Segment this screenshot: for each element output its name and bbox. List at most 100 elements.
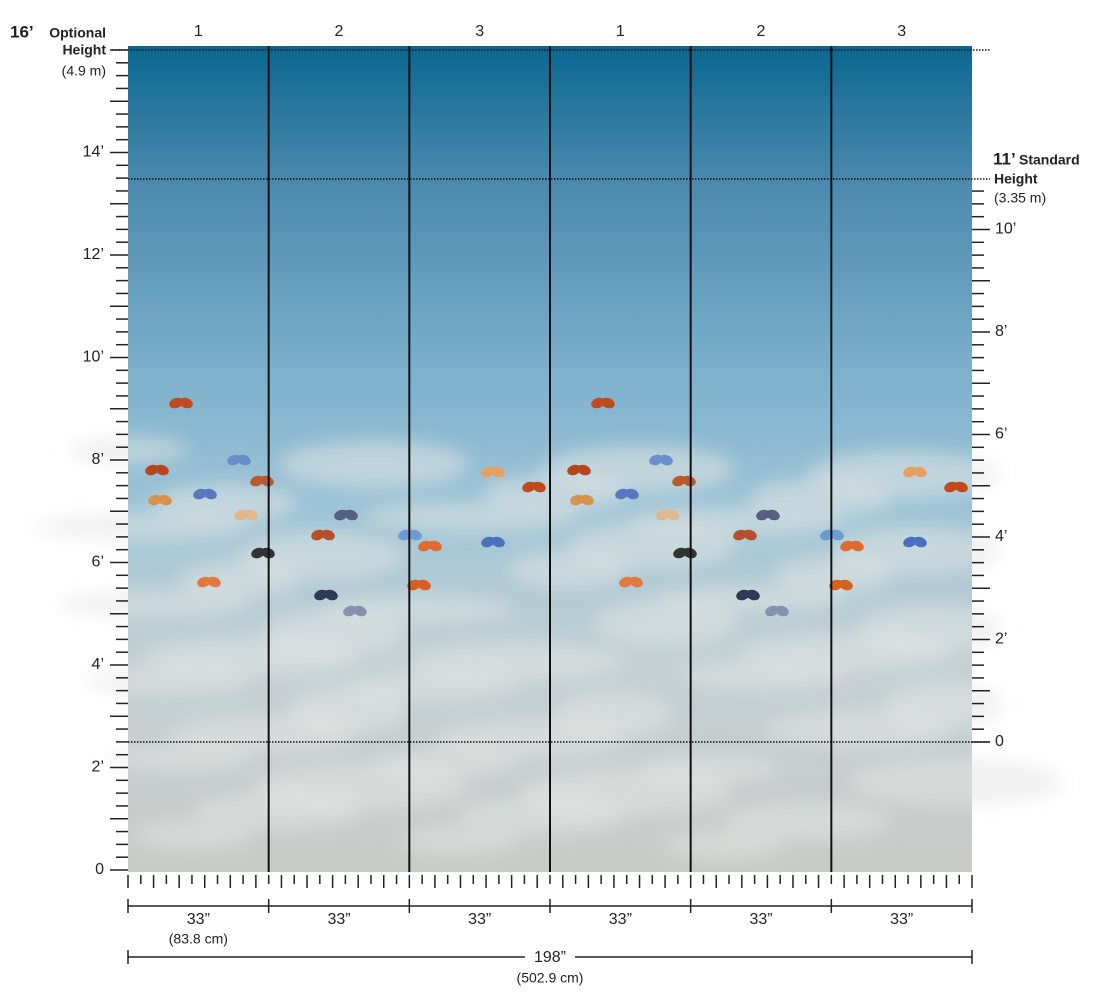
cloud — [363, 503, 579, 531]
left-scale-label: 14’ — [83, 144, 104, 161]
right-scale-label: 8’ — [995, 323, 1007, 340]
cloud — [738, 633, 954, 671]
butterfly-wing — [672, 475, 686, 487]
optional-height-value: 16’ — [10, 22, 34, 41]
standard-height-metric: (3.35 m) — [994, 190, 1046, 206]
butterfly-wing — [903, 536, 917, 548]
butterfly-wing — [417, 579, 431, 591]
butterfly-wing — [649, 454, 663, 466]
panel-width: 33” — [327, 911, 350, 928]
butterfly-wing — [580, 494, 594, 506]
butterfly-wing — [656, 509, 670, 521]
total-width: 198” — [534, 949, 566, 966]
cloud — [168, 715, 360, 753]
butterfly-wing — [324, 589, 338, 601]
right-scale-label: 2’ — [995, 631, 1007, 648]
butterfly-wing — [522, 481, 536, 493]
left-scale-label: 4’ — [92, 656, 104, 673]
butterfly-wing — [343, 605, 357, 617]
butterfly-wing — [203, 488, 217, 500]
butterfly-wing — [830, 529, 844, 541]
butterfly-wing — [913, 536, 927, 548]
cloud — [773, 556, 893, 594]
butterfly-wing — [251, 547, 265, 559]
butterfly-wing — [629, 576, 643, 588]
panel-width: 33” — [187, 911, 210, 928]
butterfly-wing — [344, 509, 358, 521]
butterfly-wing — [903, 466, 917, 478]
butterfly-wing — [353, 605, 367, 617]
panel-label: 1 — [194, 23, 203, 40]
butterfly-wing — [619, 576, 633, 588]
butterfly-wing — [765, 605, 779, 617]
clouds — [33, 436, 1064, 859]
butterfly-wing — [481, 466, 495, 478]
standard-height-value: 11’ — [993, 149, 1016, 168]
cloud — [848, 758, 1064, 806]
cloud — [458, 797, 626, 835]
butterfly-wing — [234, 509, 248, 521]
cloud — [723, 802, 891, 840]
butterfly-wing — [491, 466, 505, 478]
panel-width: 33” — [890, 911, 913, 928]
butterfly-wing — [321, 529, 335, 541]
butterfly-wing — [840, 540, 854, 552]
cloud — [68, 436, 188, 464]
butterfly-wing — [193, 488, 207, 500]
butterfly-wing — [775, 605, 789, 617]
butterfly-wing — [913, 466, 927, 478]
butterflies — [145, 397, 968, 617]
right-scale-label: 6’ — [995, 426, 1007, 443]
butterfly-wing — [766, 509, 780, 521]
panel-label: 1 — [616, 23, 625, 40]
butterfly-wing — [227, 454, 241, 466]
butterfly-wing — [944, 481, 958, 493]
butterfly-wing — [666, 509, 680, 521]
cloud — [593, 599, 737, 647]
butterfly-wing — [673, 547, 687, 559]
cloud — [748, 479, 892, 517]
butterfly-wing — [207, 576, 221, 588]
butterfly-wing — [334, 509, 348, 521]
butterfly-wing — [567, 464, 581, 476]
cloud — [433, 720, 625, 758]
butterfly-wing — [197, 576, 211, 588]
left-scale-label: 12’ — [83, 246, 104, 263]
cloud — [58, 590, 250, 618]
butterfly-wing — [839, 579, 853, 591]
butterfly-wing — [314, 589, 328, 601]
optional-height-label: Height — [62, 42, 106, 58]
right-scale-label: 10’ — [995, 221, 1016, 238]
butterfly-wing — [601, 397, 615, 409]
panel-label: 2 — [335, 23, 344, 40]
panel-width-metric: (83.8 cm) — [169, 931, 228, 947]
butterfly-wing — [756, 509, 770, 521]
cloud — [83, 667, 251, 695]
butterfly-wing — [625, 488, 639, 500]
butterfly-wing — [237, 454, 251, 466]
optional-height-metric: (4.9 m) — [62, 63, 106, 79]
cloud — [143, 638, 359, 676]
butterfly-wing — [428, 540, 442, 552]
panel-label: 2 — [757, 23, 766, 40]
butterfly-wing — [244, 509, 258, 521]
cloud — [108, 744, 252, 772]
butterfly-wing — [733, 529, 747, 541]
butterfly-wing — [736, 589, 750, 601]
left-scale-label: 8’ — [92, 451, 104, 468]
butterfly-wing — [155, 464, 169, 476]
panel-width: 33” — [609, 911, 632, 928]
cloud — [508, 551, 628, 589]
cloud — [663, 831, 783, 859]
butterfly-wing — [954, 481, 968, 493]
butterfly-wing — [577, 464, 591, 476]
butterfly-wing — [250, 475, 264, 487]
butterfly-wing — [407, 579, 421, 591]
butterfly-wing — [481, 536, 495, 548]
total-width-metric: (502.9 cm) — [517, 970, 584, 986]
butterfly-wing — [532, 481, 546, 493]
butterfly-wing — [148, 494, 162, 506]
cloud — [278, 440, 470, 488]
cloud — [408, 643, 624, 681]
